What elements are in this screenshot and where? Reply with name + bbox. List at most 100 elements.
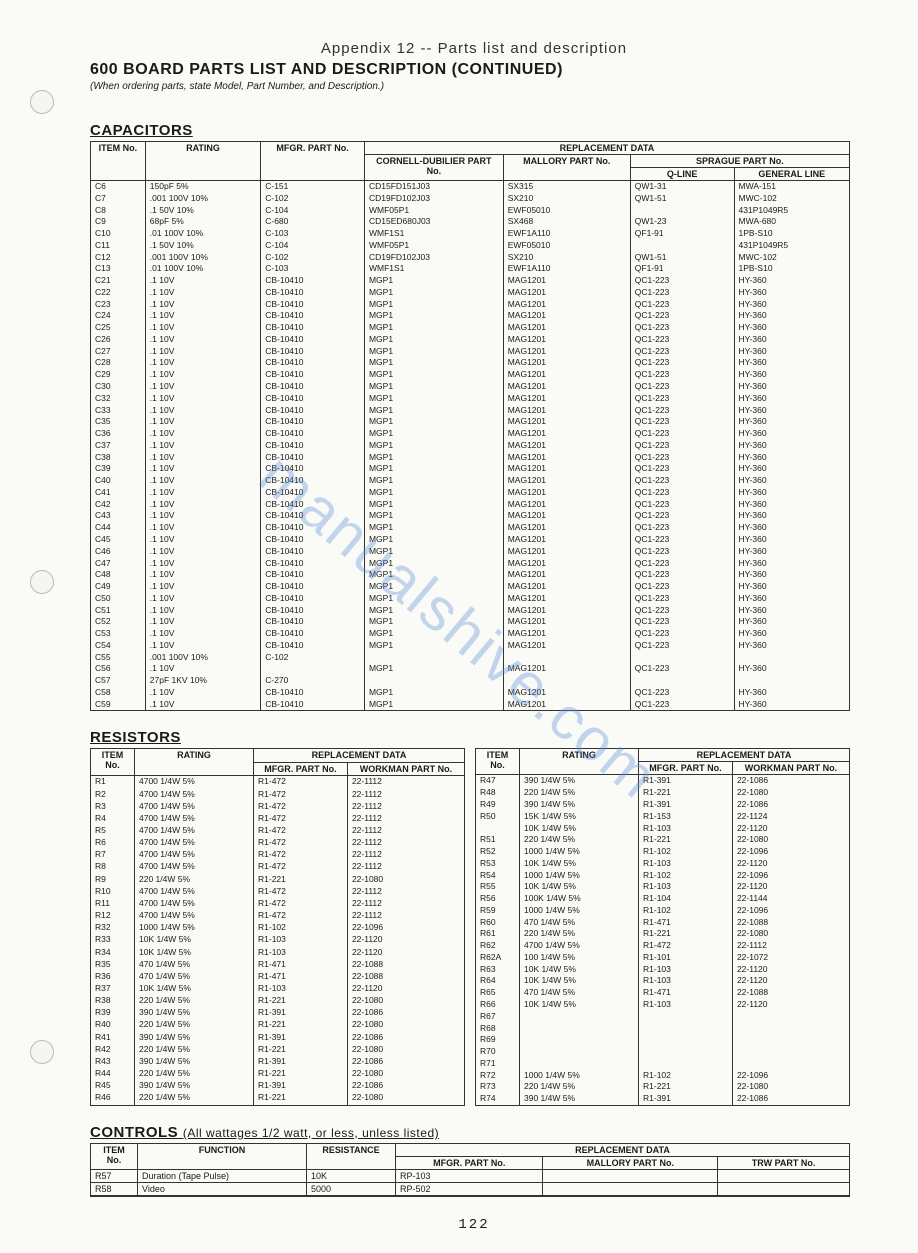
table-cell: R1-472 (254, 898, 348, 910)
table-cell: 5000 (307, 1182, 396, 1195)
table-row: C50.1 10VCB-10410MGP1MAG1201QC1-223HY-36… (91, 593, 850, 605)
table-cell: R1-391 (254, 1032, 348, 1044)
table-cell: MGP1 (364, 334, 503, 346)
table-cell: QC1-223 (630, 452, 734, 464)
table-cell: R1-472 (254, 789, 348, 801)
table-cell: C55 (91, 652, 146, 664)
table-cell: 22-1120 (732, 858, 849, 870)
page-number: 122 (90, 1217, 858, 1233)
table-cell: Duration (Tape Pulse) (138, 1169, 307, 1182)
table-row: R6310K 1/4W 5%R1-10322-1120 (476, 964, 850, 976)
table-cell (261, 663, 365, 675)
table-cell: 22-1112 (347, 849, 464, 861)
table-cell (734, 675, 849, 687)
table-cell: MGP1 (364, 534, 503, 546)
appendix-line: Appendix 12 -- Parts list and descriptio… (90, 40, 858, 57)
table-cell: .1 10V (145, 463, 260, 475)
table-cell: R62 (476, 940, 520, 952)
table-cell: MWC-102 (734, 252, 849, 264)
table-cell: CB-10410 (261, 487, 365, 499)
table-cell: HY-360 (734, 475, 849, 487)
th-general: GENERAL LINE (734, 168, 849, 181)
table-cell: HY-360 (734, 569, 849, 581)
table-cell: .1 10V (145, 640, 260, 652)
table-row: 10K 1/4W 5%R1-10322-1120 (476, 823, 850, 835)
table-cell: R1-104 (639, 893, 733, 905)
table-cell: QC1-223 (630, 616, 734, 628)
table-cell: MGP1 (364, 628, 503, 640)
th-resistance: RESISTANCE (307, 1143, 396, 1169)
th-replacement: REPLACEMENT DATA (364, 142, 849, 155)
table-cell: QC1-223 (630, 558, 734, 570)
table-cell: CB-10410 (261, 452, 365, 464)
table-cell: CD19FD102J03 (364, 193, 503, 205)
table-cell: .001 100V 10% (145, 193, 260, 205)
controls-note: (All wattages 1/2 watt, or less, unless … (183, 1126, 439, 1140)
table-cell: MAG1201 (503, 593, 630, 605)
table-cell: 10K 1/4W 5% (520, 858, 639, 870)
table-cell: .001 100V 10% (145, 652, 260, 664)
table-cell: 22-1072 (732, 952, 849, 964)
table-cell: MAG1201 (503, 369, 630, 381)
table-row: C47.1 10VCB-10410MGP1MAG1201QC1-223HY-36… (91, 558, 850, 570)
table-cell: C-680 (261, 216, 365, 228)
table-cell: 22-1112 (347, 898, 464, 910)
table-cell: .1 10V (145, 534, 260, 546)
table-row: R36470 1/4W 5%R1-47122-1088 (91, 971, 465, 983)
table-cell: 10K 1/4W 5% (520, 881, 639, 893)
table-cell (732, 1034, 849, 1046)
table-cell: HY-360 (734, 381, 849, 393)
table-cell: MAG1201 (503, 381, 630, 393)
table-cell: C7 (91, 193, 146, 205)
table-cell: C41 (91, 487, 146, 499)
table-cell: HY-360 (734, 640, 849, 652)
table-cell: SX210 (503, 252, 630, 264)
table-cell: R1-472 (254, 825, 348, 837)
table-cell: MGP1 (364, 405, 503, 417)
table-row: R5015K 1/4W 5%R1-15322-1124 (476, 811, 850, 823)
table-cell: 22-1112 (347, 813, 464, 825)
table-row: C56.1 10VMGP1MAG1201QC1-223HY-360 (91, 663, 850, 675)
table-row: R62A100 1/4W 5%R1-10122-1072 (476, 952, 850, 964)
table-cell: R37 (91, 983, 135, 995)
table-cell: EWF05010 (503, 240, 630, 252)
table-cell: 22-1080 (347, 874, 464, 886)
table-cell: MGP1 (364, 452, 503, 464)
ordering-note: (When ordering parts, state Model, Part … (90, 81, 858, 92)
table-cell: R1-472 (254, 861, 348, 873)
table-row: C51.1 10VCB-10410MGP1MAG1201QC1-223HY-36… (91, 605, 850, 617)
table-row: R74390 1/4W 5%R1-39122-1086 (476, 1093, 850, 1105)
table-cell: MGP1 (364, 416, 503, 428)
table-cell: HY-360 (734, 346, 849, 358)
table-cell: HY-360 (734, 699, 849, 711)
table-cell: R53 (476, 858, 520, 870)
table-cell: .1 10V (145, 546, 260, 558)
table-cell: 22-1080 (347, 1068, 464, 1080)
table-cell: C49 (91, 581, 146, 593)
table-row: C36.1 10VCB-10410MGP1MAG1201QC1-223HY-36… (91, 428, 850, 440)
table-cell: R1-471 (639, 987, 733, 999)
table-cell: C56 (91, 663, 146, 675)
table-cell: 390 1/4W 5% (520, 1093, 639, 1105)
table-cell: R1-391 (639, 1093, 733, 1105)
table-row: C58.1 10VCB-10410MGP1MAG1201QC1-223HY-36… (91, 687, 850, 699)
table-row: C33.1 10VCB-10410MGP1MAG1201QC1-223HY-36… (91, 405, 850, 417)
table-row: R38220 1/4W 5%R1-22122-1080 (91, 995, 465, 1007)
table-cell: 470 1/4W 5% (135, 959, 254, 971)
table-row: R46220 1/4W 5%R1-22122-1080 (91, 1092, 465, 1105)
table-cell: R4 (91, 813, 135, 825)
table-cell: .1 10V (145, 569, 260, 581)
table-cell: QC1-223 (630, 346, 734, 358)
table-cell: 4700 1/4W 5% (135, 861, 254, 873)
table-cell: HY-360 (734, 405, 849, 417)
table-row: R49390 1/4W 5%R1-39122-1086 (476, 799, 850, 811)
table-cell: R1-103 (254, 983, 348, 995)
table-cell: .1 50V 10% (145, 205, 260, 217)
table-cell: R44 (91, 1068, 135, 1080)
table-cell: 10K 1/4W 5% (520, 975, 639, 987)
table-row: C52.1 10VCB-10410MGP1MAG1201QC1-223HY-36… (91, 616, 850, 628)
th-workman: WORKMAN PART No. (732, 762, 849, 775)
table-cell (639, 1046, 733, 1058)
table-cell: .1 10V (145, 605, 260, 617)
table-cell: R1-472 (254, 849, 348, 861)
